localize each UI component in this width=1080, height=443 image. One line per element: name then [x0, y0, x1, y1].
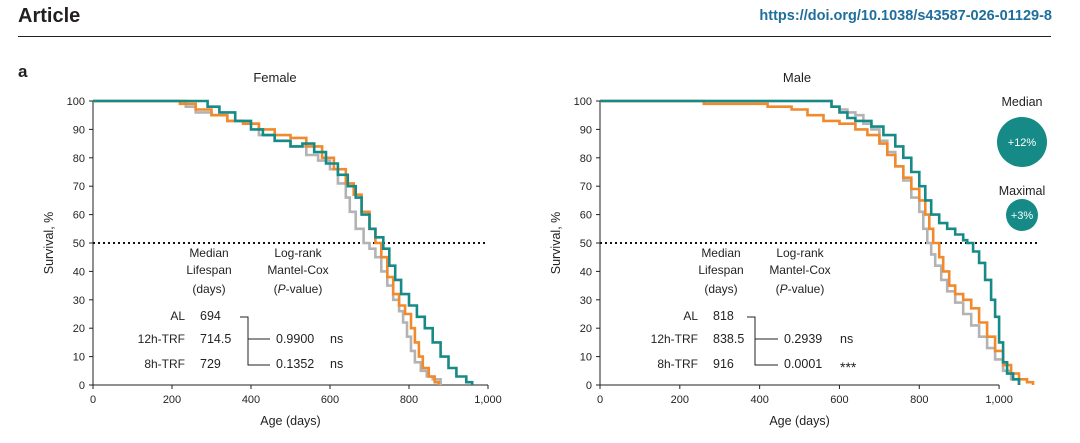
chart-title: Male [783, 70, 811, 85]
comparison-bracket [240, 316, 270, 366]
x-tick-label: 0 [90, 394, 96, 406]
x-tick-label: 800 [400, 394, 418, 406]
y-axis-label: Survival, % [549, 212, 563, 275]
y-tick-label: 50 [580, 238, 592, 250]
bubble-value: +3% [1011, 210, 1034, 222]
survival-curve-12h-trf [600, 99, 1035, 385]
article-heading: Article [18, 5, 81, 27]
significance-label: ns [330, 357, 343, 371]
y-tick-label: 90 [73, 124, 85, 136]
bubble-label: Median [1002, 95, 1043, 109]
median-header: Median [701, 246, 740, 260]
median-value: 694 [200, 309, 221, 323]
y-tick-label: 0 [586, 380, 592, 392]
chart-title: Female [253, 70, 296, 85]
significance-label: ns [330, 332, 343, 346]
change-bubble [1006, 199, 1038, 231]
panel-label: a [18, 62, 28, 81]
female-survival-chart: Female 0 10 20 30 40 50 60 70 80 90 100 0 200 400 600 80… [42, 70, 502, 428]
group-label: 8h-TRF [657, 357, 698, 371]
x-tick-label: 200 [671, 394, 689, 406]
change-bubble [997, 117, 1047, 167]
p-value: 0.0001 [784, 357, 822, 371]
y-tick-label: 40 [73, 266, 85, 278]
x-axis-label: Age (days) [769, 414, 829, 428]
group-label: 12h-TRF [651, 332, 698, 346]
group-label: AL [683, 309, 698, 323]
y-tick-label: 50 [73, 238, 85, 250]
median-header: Lifespan [186, 263, 231, 277]
x-tick-label: 400 [750, 394, 768, 406]
y-tick-label: 40 [580, 266, 592, 278]
median-header: (days) [192, 282, 225, 296]
logrank-header: (P-value) [776, 282, 825, 296]
logrank-header: Mantel-Cox [769, 263, 830, 277]
significance-label: *** [840, 359, 857, 375]
median-value: 916 [713, 357, 734, 371]
x-tick-label: 600 [321, 394, 339, 406]
x-tick-label: 1,000 [474, 394, 502, 406]
y-tick-label: 70 [580, 181, 592, 193]
y-tick-label: 80 [580, 153, 592, 165]
median-header: Lifespan [698, 263, 743, 277]
x-tick-label: 200 [163, 394, 181, 406]
p-value: 0.9900 [276, 332, 314, 346]
median-value: 714.5 [200, 332, 231, 346]
logrank-header: Log-rank [776, 246, 824, 260]
y-tick-label: 10 [73, 352, 85, 364]
group-label: 8h-TRF [144, 357, 185, 371]
y-tick-label: 20 [580, 323, 592, 335]
p-value: 0.2939 [784, 332, 822, 346]
p-value: 0.1352 [276, 357, 314, 371]
x-tick-label: 800 [910, 394, 928, 406]
median-header: (days) [704, 282, 737, 296]
male-survival-chart: Male 0 10 20 30 40 50 60 70 80 90 100 0 200 400 600 800 1… [549, 70, 1047, 428]
survival-curve-8h-trf [600, 99, 1021, 385]
median-value: 729 [200, 357, 221, 371]
median-value: 838.5 [713, 332, 744, 346]
y-tick-label: 10 [580, 352, 592, 364]
bubble-label: Maximal [999, 184, 1046, 198]
x-axis-label: Age (days) [260, 414, 320, 428]
y-tick-label: 100 [574, 96, 592, 108]
x-tick-label: 0 [597, 394, 603, 406]
median-header: Median [189, 246, 228, 260]
significance-label: ns [840, 332, 853, 346]
logrank-header: Mantel-Cox [267, 263, 328, 277]
logrank-header: (P-value) [274, 282, 323, 296]
y-tick-label: 20 [73, 323, 85, 335]
y-tick-label: 30 [580, 295, 592, 307]
survival-curve-al [600, 99, 1021, 385]
header-divider [18, 36, 1051, 37]
y-tick-label: 70 [73, 181, 85, 193]
survival-curve-8h-trf [93, 99, 474, 385]
y-tick-label: 30 [73, 295, 85, 307]
bubble-value: +12% [1008, 137, 1037, 149]
x-tick-label: 600 [830, 394, 848, 406]
group-label: AL [170, 309, 185, 323]
logrank-header: Log-rank [274, 246, 322, 260]
y-tick-label: 0 [79, 380, 85, 392]
doi-link[interactable]: https://doi.org/10.1038/s43587-026-01129… [759, 8, 1052, 24]
y-tick-label: 60 [580, 210, 592, 222]
median-value: 818 [713, 309, 734, 323]
y-tick-label: 100 [67, 96, 85, 108]
y-tick-label: 60 [73, 210, 85, 222]
y-axis-label: Survival, % [42, 212, 56, 275]
comparison-bracket [747, 316, 778, 366]
x-tick-label: 400 [242, 394, 260, 406]
group-label: 12h-TRF [138, 332, 185, 346]
y-tick-label: 90 [580, 124, 592, 136]
x-tick-label: 1,000 [985, 394, 1013, 406]
y-tick-label: 80 [73, 153, 85, 165]
